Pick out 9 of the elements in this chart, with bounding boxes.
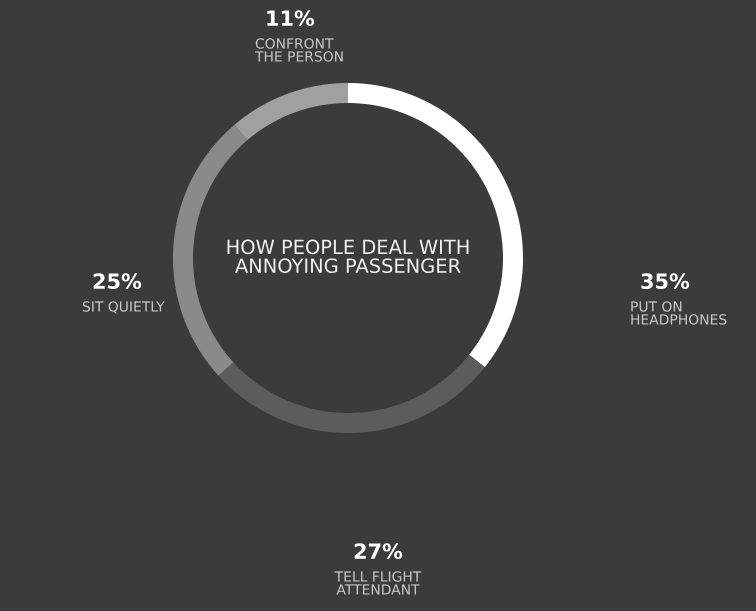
text: HOW PEOPLE DEAL WITH ANNOYING PASSENGER xyxy=(228,240,468,274)
data-label: 27% xyxy=(354,543,402,560)
data-label: 25% xyxy=(94,273,142,290)
slice-label: PUT ON HEADPHONES xyxy=(631,301,726,325)
data-label: 11% xyxy=(267,10,314,26)
data-label: 35% xyxy=(641,273,690,290)
slice-label: TELL FLIGHT ATTENDANT xyxy=(334,571,422,594)
slice-label: CONFRONT THE PERSON xyxy=(254,38,343,62)
slice-label: SIT QUIETLY xyxy=(82,301,165,314)
